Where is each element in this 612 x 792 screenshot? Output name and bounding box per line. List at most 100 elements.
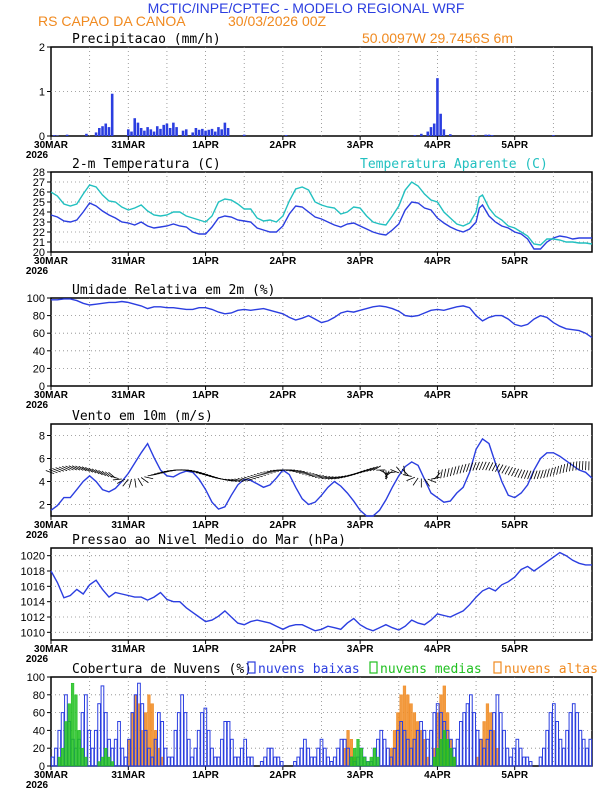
cloud-bar-low — [190, 756, 194, 767]
wind-arrow — [449, 467, 453, 477]
clouds-xtick-label: 2APR — [270, 770, 297, 781]
precip-bar — [110, 93, 114, 136]
cloud-bar-low — [206, 729, 211, 767]
precip-bar — [487, 134, 491, 136]
cloud-bar-low — [512, 747, 516, 767]
clouds-xtick-label: 1APR — [192, 770, 219, 781]
wind-xtick-label: 3APR — [347, 520, 374, 531]
cloud-bar-low — [472, 712, 477, 767]
precip-bar — [172, 122, 175, 136]
precip-year-label: 2026 — [26, 150, 49, 161]
precip-bar — [242, 134, 246, 136]
wind-arrow — [469, 462, 474, 472]
wind-arrow — [369, 466, 378, 472]
wind-arrow — [556, 465, 559, 475]
cloud-bar-low — [518, 747, 523, 767]
wind-arrow — [257, 473, 266, 476]
wind-arrow — [75, 465, 84, 471]
precip-bar — [65, 134, 69, 136]
cloud-bar-mid — [67, 703, 71, 767]
wind-arrow — [540, 469, 544, 479]
temp-legend: Temperatura Aparente (C) — [360, 157, 548, 172]
cloud-bar-low — [425, 738, 430, 767]
wind-arrow — [134, 478, 137, 488]
wind-arrow — [112, 478, 122, 481]
precip-bar — [191, 132, 194, 136]
cloud-bar-low — [561, 747, 566, 767]
cloud-bar-mid — [84, 756, 88, 767]
precip-bar — [146, 127, 149, 136]
cloud-bar-low — [220, 738, 224, 767]
cloud-bar-mid — [436, 747, 440, 767]
wind-arrow — [565, 463, 569, 473]
cloud-bar-low — [542, 747, 546, 767]
cloud-bar-low — [336, 747, 340, 767]
cloud-bar-low — [226, 721, 231, 767]
cloud-bar-low — [303, 738, 307, 767]
cloud-bar-low — [166, 756, 171, 767]
wind-arrow — [495, 463, 500, 472]
precip-bar — [413, 135, 417, 136]
cloud-bar-low — [210, 747, 214, 767]
cloud-bar-low — [332, 756, 337, 767]
precip-bar — [197, 129, 201, 136]
precip-bar — [552, 135, 555, 136]
wind-arrow — [68, 465, 77, 471]
cloud-bar-mid — [77, 730, 81, 767]
precip-bar — [143, 130, 146, 136]
press-ytick-label: 1012 — [21, 612, 45, 624]
precip-title: Precipitacao (mm/h) — [72, 32, 221, 47]
precip-bar — [107, 127, 111, 136]
press-xtick-label: 4APR — [424, 644, 451, 655]
cloud-bar-mid — [452, 756, 456, 767]
precip-xtick-label: 1APR — [192, 140, 219, 151]
precip-bar — [429, 127, 433, 136]
temp-xtick-label: 2APR — [270, 256, 297, 267]
wind-arrow — [575, 461, 578, 471]
cloud-bar-low — [462, 712, 467, 767]
cloud-bar-low — [475, 729, 480, 767]
wind-arrow — [199, 473, 209, 475]
wind-arrow — [269, 470, 279, 472]
cloud-bar-low — [223, 721, 228, 767]
cloud-bar-low — [239, 747, 244, 767]
wind-arrow — [327, 476, 337, 480]
cloud-bar-mid — [97, 761, 101, 767]
wind-arrow — [527, 470, 532, 480]
cloud-bar-low — [419, 721, 423, 767]
cloud-bar-mid — [356, 739, 360, 767]
cloud-bar-low — [429, 729, 433, 767]
cloud-bar-low — [120, 747, 125, 767]
wind-arrow — [485, 461, 490, 471]
wind-arrow — [359, 468, 369, 474]
wind-arrow — [507, 467, 513, 476]
rh-xtick-label: 2APR — [270, 390, 297, 401]
cloud-bar-mid — [80, 747, 85, 767]
wind-arrow — [292, 470, 302, 473]
wind-arrow — [520, 469, 526, 479]
precip-bar — [436, 78, 439, 136]
wind-arrow — [71, 465, 81, 471]
rh-xtick-label: 31MAR — [111, 390, 146, 401]
precip-bar — [284, 135, 288, 136]
precip-bar — [155, 126, 159, 136]
cloud-bar-low — [123, 756, 128, 767]
precip-bar — [432, 123, 436, 136]
cloud-bar-low — [326, 756, 330, 767]
clouds-ytick-label: 100 — [27, 672, 45, 684]
cloud-bar-low — [54, 747, 58, 767]
wind-arrow — [244, 476, 253, 481]
cloud-bar-low — [186, 738, 191, 767]
cloud-bar-low — [196, 729, 201, 767]
wind-arrow — [334, 475, 344, 480]
cloud-bar-low — [588, 738, 593, 767]
wind-arrow — [530, 470, 535, 480]
wind-arrow — [98, 470, 106, 477]
wind-arrow — [443, 468, 447, 478]
wind-arrow — [228, 478, 237, 482]
cloud-bar-low — [163, 747, 168, 767]
precip-bar — [162, 124, 165, 136]
wind-arrow — [581, 460, 584, 471]
temp-ytick-label: 20 — [33, 247, 45, 259]
wind-arrow — [128, 478, 132, 488]
